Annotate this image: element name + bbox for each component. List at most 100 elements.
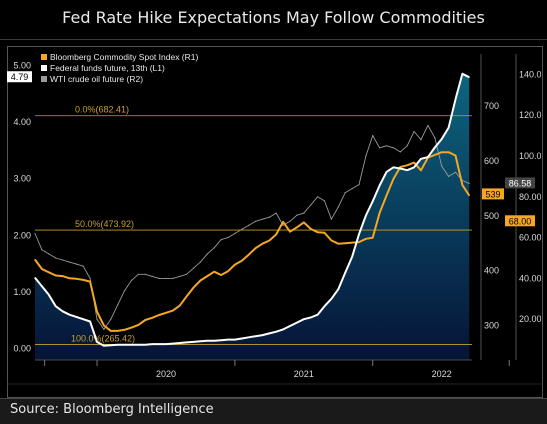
bcom-line-point-6: [75, 278, 77, 280]
wti-line-point-43: [330, 218, 332, 220]
wti-line-point-33: [261, 218, 264, 220]
wti-line-point-56: [420, 139, 422, 141]
wti-line-point-17: [151, 275, 153, 277]
fedfunds-line-point-7: [82, 318, 84, 320]
wti-line-point-48: [365, 155, 367, 157]
bcom-line-point-55: [413, 162, 415, 164]
bcom-line-point-8: [89, 281, 91, 283]
fedfunds-line-point-38: [296, 322, 298, 324]
bcom-line-point-9: [96, 311, 98, 313]
bcom-line-point-59: [441, 151, 443, 153]
wti-line-point-41: [317, 196, 319, 198]
fedfunds-line-point-63: [468, 76, 470, 78]
l1-tick-3: 3.00: [13, 174, 31, 184]
bcom-line-point-51: [385, 194, 388, 197]
wti-line-point-39: [303, 212, 305, 214]
bcom-line-point-12: [117, 330, 119, 332]
fedfunds-line-point-56: [420, 158, 422, 160]
wti-line-point-27: [220, 239, 222, 241]
fedfunds-line-point-47: [358, 233, 360, 235]
bcom-line-point-26: [213, 271, 215, 273]
fedfunds-line-point-9: [96, 341, 98, 343]
fedfunds-line-point-35: [275, 331, 277, 333]
bcom-line-point-58: [434, 154, 436, 156]
fedfunds-line-point-20: [172, 343, 174, 345]
fedfunds-line-point-36: [282, 328, 284, 330]
bcom-line-point-23: [192, 287, 195, 289]
fedfunds-line-point-2: [48, 294, 50, 296]
r2-tick-5: 120.00: [519, 110, 541, 120]
last-value-text-2: 86.58: [509, 178, 532, 188]
fedfunds-line-point-33: [261, 334, 264, 336]
wti-line-point-23: [192, 267, 195, 269]
r2-tick-2: 60.00: [519, 233, 541, 243]
bcom-line-point-20: [172, 310, 174, 312]
wti-line-point-9: [96, 318, 98, 320]
bcom-line-point-27: [220, 274, 222, 276]
fedfunds-line-point-54: [406, 169, 408, 171]
r2-tick-4: 100.00: [519, 151, 541, 161]
bcom-line-point-30: [241, 260, 243, 262]
wti-line-point-15: [137, 273, 139, 275]
retrace-label-0: 0.0%(682.41): [75, 105, 129, 115]
bcom-line-point-11: [110, 330, 112, 332]
bcom-line-point-25: [206, 275, 208, 277]
fedfunds-line-point-41: [317, 314, 319, 316]
fedfunds-line-point-62: [461, 73, 463, 75]
fedfunds-line-point-27: [220, 339, 222, 341]
fedfunds-line: [34, 72, 470, 347]
wti-line-point-3: [55, 257, 57, 259]
fedfunds-line-point-5: [68, 314, 71, 316]
bcom-line-point-62: [461, 184, 463, 186]
fedfunds-line-point-4: [62, 310, 64, 312]
wti-line-point-24: [199, 261, 201, 263]
bcom-line-point-35: [275, 233, 277, 235]
fedfunds-line-point-3: [55, 305, 57, 307]
bcom-line-point-32: [255, 247, 257, 249]
bcom-line-point-0: [34, 259, 36, 261]
fedfunds-line-point-50: [379, 184, 381, 187]
wti-line-point-21: [179, 275, 181, 277]
fedfunds-line-point-8: [89, 320, 91, 323]
wti-line-point-1: [41, 249, 43, 251]
r2-tick-0: 20.00: [519, 314, 541, 324]
bcom-line-point-2: [48, 271, 50, 273]
bcom-line-point-21: [179, 305, 181, 307]
x-tick-0: 2020: [156, 369, 176, 379]
wti-line-point-49: [372, 135, 374, 137]
wti-line-point-5: [68, 261, 71, 263]
wti-line-point-13: [124, 290, 126, 292]
wti-line-point-40: [310, 204, 312, 206]
bcom-line-point-45: [344, 242, 346, 244]
fedfunds-line-point-30: [241, 337, 243, 340]
bcom-line-point-15: [137, 324, 139, 326]
wti-line-point-54: [406, 145, 408, 147]
bcom-line-point-13: [124, 329, 126, 331]
wti-line-point-36: [282, 224, 284, 226]
wti-line-point-44: [337, 206, 339, 208]
fedfunds-line-point-55: [413, 166, 415, 168]
fedfunds-line-point-57: [427, 156, 429, 158]
wti-line-point-46: [351, 188, 353, 190]
fedfunds-line-point-24: [199, 340, 201, 342]
bcom-line-point-43: [330, 239, 332, 242]
fedfunds-line-point-31: [248, 336, 250, 338]
wti-line-point-6: [75, 263, 77, 265]
legend-label-1: Federal funds future, 13th (L1): [50, 63, 165, 73]
r2-tick-3: 80.00: [519, 192, 541, 202]
fedfunds-line-point-19: [165, 343, 167, 345]
bcom-line-point-17: [151, 317, 153, 319]
r1-tick-3: 600: [484, 156, 499, 166]
wti-line-point-31: [248, 224, 250, 226]
last-value-tag-2: [505, 177, 535, 189]
wti-line-point-26: [213, 247, 215, 249]
bcom-line-point-19: [165, 312, 167, 314]
bcom-line-point-52: [392, 178, 394, 180]
legend-label-0: Bloomberg Commodity Spot Index (R1): [50, 52, 199, 62]
wti-line-point-58: [434, 137, 436, 139]
wti-line-point-50: [379, 147, 381, 149]
fedfunds-line-point-22: [186, 341, 188, 343]
bcom-line-point-29: [234, 264, 236, 266]
fedfunds-line-point-14: [130, 344, 133, 346]
r2-tick-1: 40.00: [519, 273, 541, 283]
